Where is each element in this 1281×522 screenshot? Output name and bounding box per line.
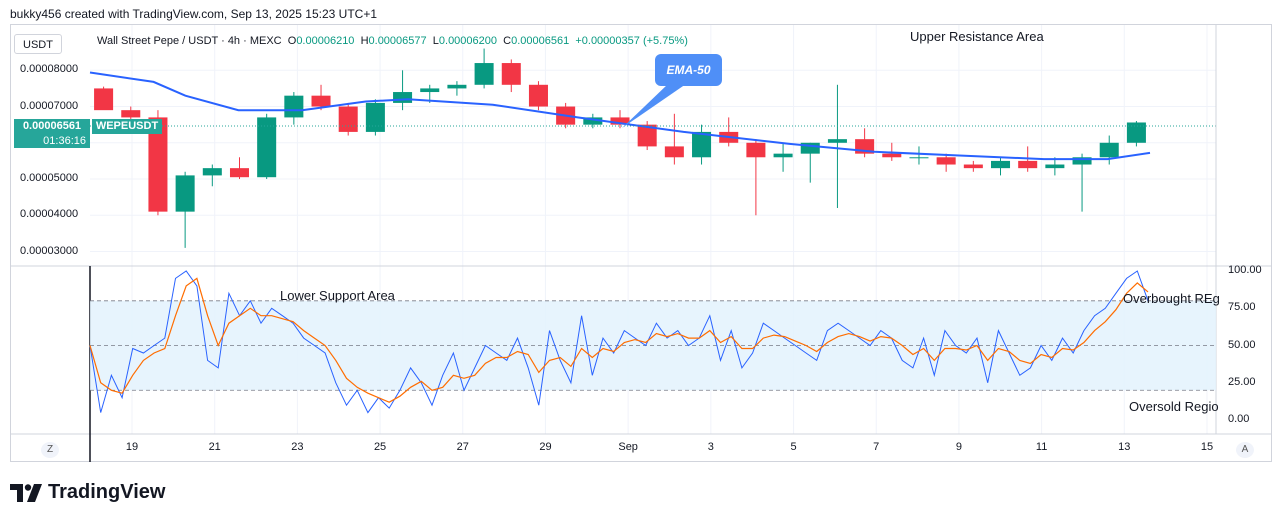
- candle-body: [692, 131, 712, 158]
- candle-body: [1099, 142, 1119, 158]
- ticker-label: WEPEUSDT: [92, 119, 162, 134]
- candle-body: [746, 142, 766, 158]
- auto-scale-a-button[interactable]: A: [1236, 442, 1254, 458]
- overbought-label: Overbought REg: [1123, 291, 1220, 306]
- candle-body: [800, 142, 820, 154]
- bar-countdown: 01:36:16: [14, 134, 90, 148]
- candle-body: [148, 117, 168, 212]
- time-tick-label: 27: [456, 441, 469, 453]
- candle-body: [1018, 160, 1038, 169]
- high-value: 0.00006577: [368, 35, 427, 47]
- candle-body: [773, 153, 793, 158]
- time-tick-label: 25: [373, 441, 387, 453]
- candle-body: [637, 124, 657, 147]
- candle-body: [365, 102, 385, 132]
- time-tick-label: 19: [125, 441, 139, 453]
- candle-body: [420, 88, 440, 93]
- time-tick-label: 13: [1118, 441, 1131, 453]
- candle-body: [827, 139, 847, 143]
- lower-support-label: Lower Support Area: [280, 288, 395, 303]
- candle-body: [447, 84, 467, 89]
- time-tick-label: 11: [1035, 441, 1048, 453]
- low-value: 0.00006200: [438, 35, 498, 47]
- candle-body: [936, 157, 956, 165]
- symbol-label: Wall Street Pepe / USDT · 4h · MEXC: [97, 35, 282, 47]
- close-value: 0.00006561: [511, 35, 570, 47]
- time-tick-label: Sep: [618, 441, 638, 453]
- candle-body: [338, 106, 358, 132]
- time-tick-label: 23: [291, 441, 304, 453]
- ohlc-legend: Wall Street Pepe / USDT · 4h · MEXC O0.0…: [97, 35, 688, 47]
- candle-body: [963, 164, 983, 169]
- candle-body: [175, 175, 195, 212]
- ema-50-callout: EMA-50: [655, 54, 722, 86]
- candle-body: [583, 117, 603, 125]
- candle-body: [664, 146, 684, 158]
- candle-body: [1045, 164, 1065, 169]
- time-tick-label: 7: [873, 441, 880, 453]
- price-tick-label: 0.00003000: [20, 244, 79, 257]
- price-tick-label: 0.00004000: [20, 208, 79, 221]
- time-tick-label: 3: [707, 441, 714, 453]
- price-tick-label: 0.00007000: [20, 99, 79, 112]
- price-tick-label: 0.00005000: [20, 172, 79, 185]
- stoch-tick-label: 50.00: [1228, 338, 1256, 351]
- time-tick-label: 15: [1200, 441, 1214, 453]
- oversold-label: Oversold Regio: [1129, 399, 1219, 414]
- candle-body: [393, 92, 413, 103]
- time-tick-label: 9: [955, 441, 962, 453]
- candle-body: [311, 95, 331, 107]
- upper-resistance-label: Upper Resistance Area: [910, 29, 1044, 44]
- candle-body: [284, 95, 304, 118]
- last-price-tag: 0.00006561 WEPEUSDT 01:36:16: [14, 119, 162, 148]
- candle-body: [121, 110, 141, 118]
- candle-body: [909, 157, 929, 159]
- auto-scale-z-button[interactable]: Z: [41, 442, 59, 458]
- stoch-tick-label: 75.00: [1228, 301, 1256, 314]
- candle-body: [94, 88, 114, 111]
- ema-50-line: [89, 71, 1151, 161]
- candle-body: [229, 168, 249, 178]
- time-tick-label: 5: [790, 441, 797, 453]
- candle-body: [202, 168, 222, 176]
- stoch-d-line: [89, 277, 1149, 403]
- open-value: 0.00006210: [296, 35, 355, 47]
- currency-unit-button[interactable]: USDT: [14, 34, 62, 54]
- candle-body: [528, 84, 548, 107]
- last-price: 0.00006561: [14, 119, 90, 134]
- tradingview-logo-icon: [10, 484, 42, 502]
- ema-callout-pointer: [622, 84, 686, 128]
- stoch-tick-label: 25.00: [1228, 375, 1256, 388]
- chart-credit: bukky456 created with TradingView.com, S…: [10, 7, 378, 21]
- stoch-reference-lines: [90, 300, 1216, 391]
- candle-body: [882, 153, 902, 158]
- candle-body: [1072, 157, 1092, 165]
- candle-body: [1126, 122, 1146, 143]
- chart-frame: [10, 24, 1272, 462]
- stoch-tick-label: 0.00: [1228, 413, 1250, 426]
- price-tick-label: 0.00008000: [20, 63, 79, 76]
- time-tick-label: 21: [208, 441, 221, 453]
- candle-body: [610, 117, 630, 125]
- candle-body: [991, 160, 1011, 169]
- candle-body: [501, 63, 521, 85]
- time-tick-label: 29: [539, 441, 552, 453]
- stoch-tick-label: 100.00: [1228, 263, 1262, 276]
- tradingview-brand: TradingView: [48, 481, 166, 503]
- candle-body: [257, 117, 277, 178]
- candle-body: [474, 63, 494, 85]
- change-value: +0.00000357 (+5.75%): [575, 35, 688, 47]
- candle-series: [94, 48, 1146, 248]
